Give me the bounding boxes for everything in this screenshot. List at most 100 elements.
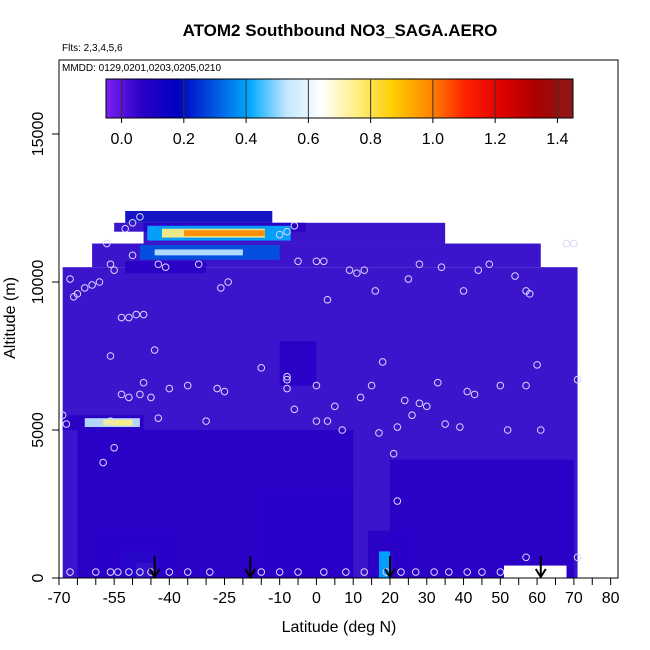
observation-point: [319, 568, 328, 576]
heatmap-cell: [125, 210, 273, 223]
observation-point: [161, 263, 170, 272]
observation-point: [393, 423, 402, 431]
observation-point: [117, 313, 126, 322]
observation-point: [522, 553, 530, 562]
observation-point: [573, 553, 582, 562]
heatmap-cell: [389, 459, 574, 578]
observation-point: [525, 290, 534, 298]
x-tick-label: 20: [381, 590, 399, 607]
y-tick-label: 15000: [30, 112, 47, 157]
observation-point: [114, 568, 122, 576]
observation-point: [397, 568, 405, 576]
dates-note: MMDD: 0129,0201,0203,0205,0210: [62, 63, 221, 74]
x-tick-label: 80: [602, 590, 620, 607]
observation-point: [73, 290, 82, 298]
colorbar-tick-label: 1.0: [422, 131, 444, 148]
observation-point: [283, 384, 291, 393]
observation-point: [533, 361, 541, 369]
observation-point: [136, 390, 144, 399]
observation-point: [485, 260, 494, 269]
arrow-marker: [244, 556, 257, 579]
observation-point: [323, 295, 332, 304]
observation-point: [393, 497, 402, 505]
observation-point: [331, 402, 339, 411]
observation-point: [294, 568, 302, 576]
x-tick-label: 0: [312, 590, 321, 607]
observation-point: [224, 278, 232, 286]
observation-point: [415, 260, 424, 269]
observation-point: [194, 260, 203, 269]
observation-point: [257, 568, 266, 576]
observation-point: [290, 405, 299, 414]
x-tick-label: 70: [565, 590, 583, 607]
y-axis-label: Altitude (m): [2, 277, 19, 359]
observation-point: [139, 310, 148, 319]
observation-point: [562, 239, 571, 248]
observation-point: [411, 568, 420, 576]
observation-point: [573, 375, 582, 384]
observation-point: [371, 287, 380, 295]
observation-point: [430, 568, 438, 576]
observation-point: [213, 384, 221, 393]
observation-point: [110, 266, 118, 274]
plot-panel: [58, 59, 619, 579]
observation-point: [470, 390, 479, 399]
observation-point: [478, 568, 486, 576]
x-tick-label: 10: [344, 590, 362, 607]
observation-point: [408, 411, 416, 420]
x-axis-label: Latitude (deg N): [282, 619, 397, 636]
observation-point: [136, 213, 144, 221]
observation-point: [570, 239, 578, 248]
observation-point: [217, 284, 225, 292]
x-tick-label: 50: [491, 590, 509, 607]
observation-point: [106, 352, 115, 360]
observation-point: [367, 381, 376, 390]
observation-point: [312, 257, 321, 266]
observation-point: [125, 313, 133, 322]
observation-point: [404, 275, 413, 283]
blank-region: [503, 565, 567, 578]
observation-point: [459, 287, 468, 295]
observation-point: [275, 568, 284, 576]
observation-point: [283, 375, 291, 384]
observation-point: [290, 221, 299, 230]
observation-point: [99, 458, 107, 467]
observation-point: [183, 381, 192, 390]
observation-point: [257, 364, 266, 372]
colorbar-tick-label: 0.8: [360, 131, 382, 148]
x-tick-label: -40: [158, 590, 181, 607]
x-tick-label: -25: [213, 590, 236, 607]
heatmap-cell: [154, 249, 243, 256]
observation-point: [66, 275, 74, 283]
observation-points: [58, 213, 582, 576]
observation-point: [147, 393, 155, 402]
observation-point: [80, 284, 89, 292]
colorbar-tick-label: 1.4: [546, 131, 568, 148]
x-axis: -70 -55 -40 -25 -10 0 10 20 30 40 50 60 70 80: [47, 577, 620, 607]
heatmap-cell: [77, 430, 354, 578]
observation-point: [128, 219, 137, 227]
observation-point: [110, 443, 118, 452]
colorbar-ticks: 0.0 0.2 0.4 0.6 0.8 1.0 1.2 1.4: [110, 79, 569, 148]
colorbar-gradient: [105, 78, 574, 119]
y-tick-label: 10000: [30, 260, 47, 305]
observation-point: [154, 260, 163, 269]
observation-point: [117, 390, 126, 399]
arrow-marker: [534, 556, 547, 579]
x-tick-label: -10: [268, 590, 291, 607]
x-tick-label: -70: [47, 590, 70, 607]
chart-title: ATOM2 Southbound NO3_SAGA.AERO: [183, 21, 498, 40]
observation-point: [400, 396, 409, 405]
x-tick-label: 30: [418, 590, 436, 607]
observation-point: [415, 399, 424, 408]
observation-point: [205, 568, 214, 576]
heatmap-cell: [184, 230, 265, 237]
observation-point: [121, 224, 129, 233]
observation-point: [389, 449, 398, 458]
observation-point: [88, 281, 96, 289]
observation-point: [125, 568, 133, 576]
observation-point: [154, 414, 163, 422]
observation-point: [496, 568, 505, 576]
observation-point: [474, 266, 483, 274]
